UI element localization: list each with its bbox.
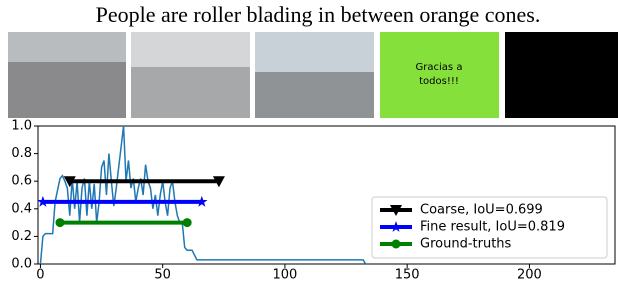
x-tick-label: 50 [154, 268, 171, 281]
thumbnail [505, 32, 618, 118]
y-tick-label: 1.0 [11, 119, 32, 134]
marker [392, 240, 401, 249]
page: People are roller blading in between ora… [0, 0, 618, 280]
caption: People are roller blading in between ora… [96, 2, 541, 27]
y-tick-label: 0.6 [11, 174, 32, 189]
y-tick-label: 0.2 [11, 229, 32, 244]
y-tick-label: 0.8 [11, 146, 32, 161]
thumbnail-text: todos!!! [419, 76, 459, 87]
thumbnail-text: Gracias a [416, 62, 463, 73]
x-tick-label: 150 [395, 268, 420, 281]
marker [37, 196, 48, 207]
thumbnail-sky [255, 32, 374, 72]
thumbnail [380, 32, 499, 118]
y-tick-label: 0.0 [11, 257, 32, 272]
x-tick-label: 0 [36, 268, 44, 281]
legend-label: Coarse, IoU=0.699 [420, 203, 543, 218]
figure: People are roller blading in between ora… [0, 0, 618, 280]
marker [196, 196, 207, 207]
thumbnail-sky [131, 32, 250, 67]
x-tick-label: 100 [273, 268, 298, 281]
thumbnail-sky [8, 32, 126, 62]
marker [56, 218, 65, 227]
marker [183, 218, 192, 227]
legend-label: Ground-truths [420, 237, 512, 252]
legend-label: Fine result, IoU=0.819 [420, 220, 565, 235]
x-tick-label: 200 [517, 268, 542, 281]
y-tick-label: 0.4 [11, 201, 32, 216]
signal-line [40, 126, 365, 264]
